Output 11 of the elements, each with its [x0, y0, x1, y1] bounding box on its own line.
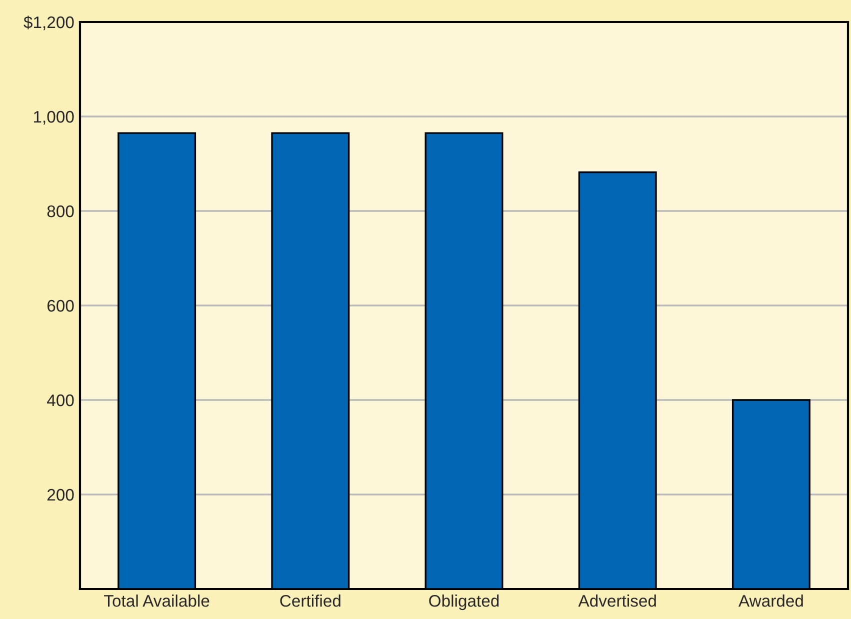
y-tick-label: 800	[47, 205, 74, 218]
y-tick-label: 600	[47, 300, 74, 312]
x-tick-label: Obligated	[429, 594, 499, 610]
x-tick-label: Total Available	[104, 594, 210, 607]
x-tick-label: Certified	[280, 594, 340, 607]
y-tick-label: 1,000	[34, 110, 74, 125]
x-tick-label: Awarded	[738, 594, 803, 607]
y-tick-label: 200	[47, 488, 74, 501]
x-tick-label: Advertised	[578, 594, 656, 607]
y-tick-label: $1,200	[24, 16, 74, 30]
y-tick-label: 400	[47, 394, 74, 406]
